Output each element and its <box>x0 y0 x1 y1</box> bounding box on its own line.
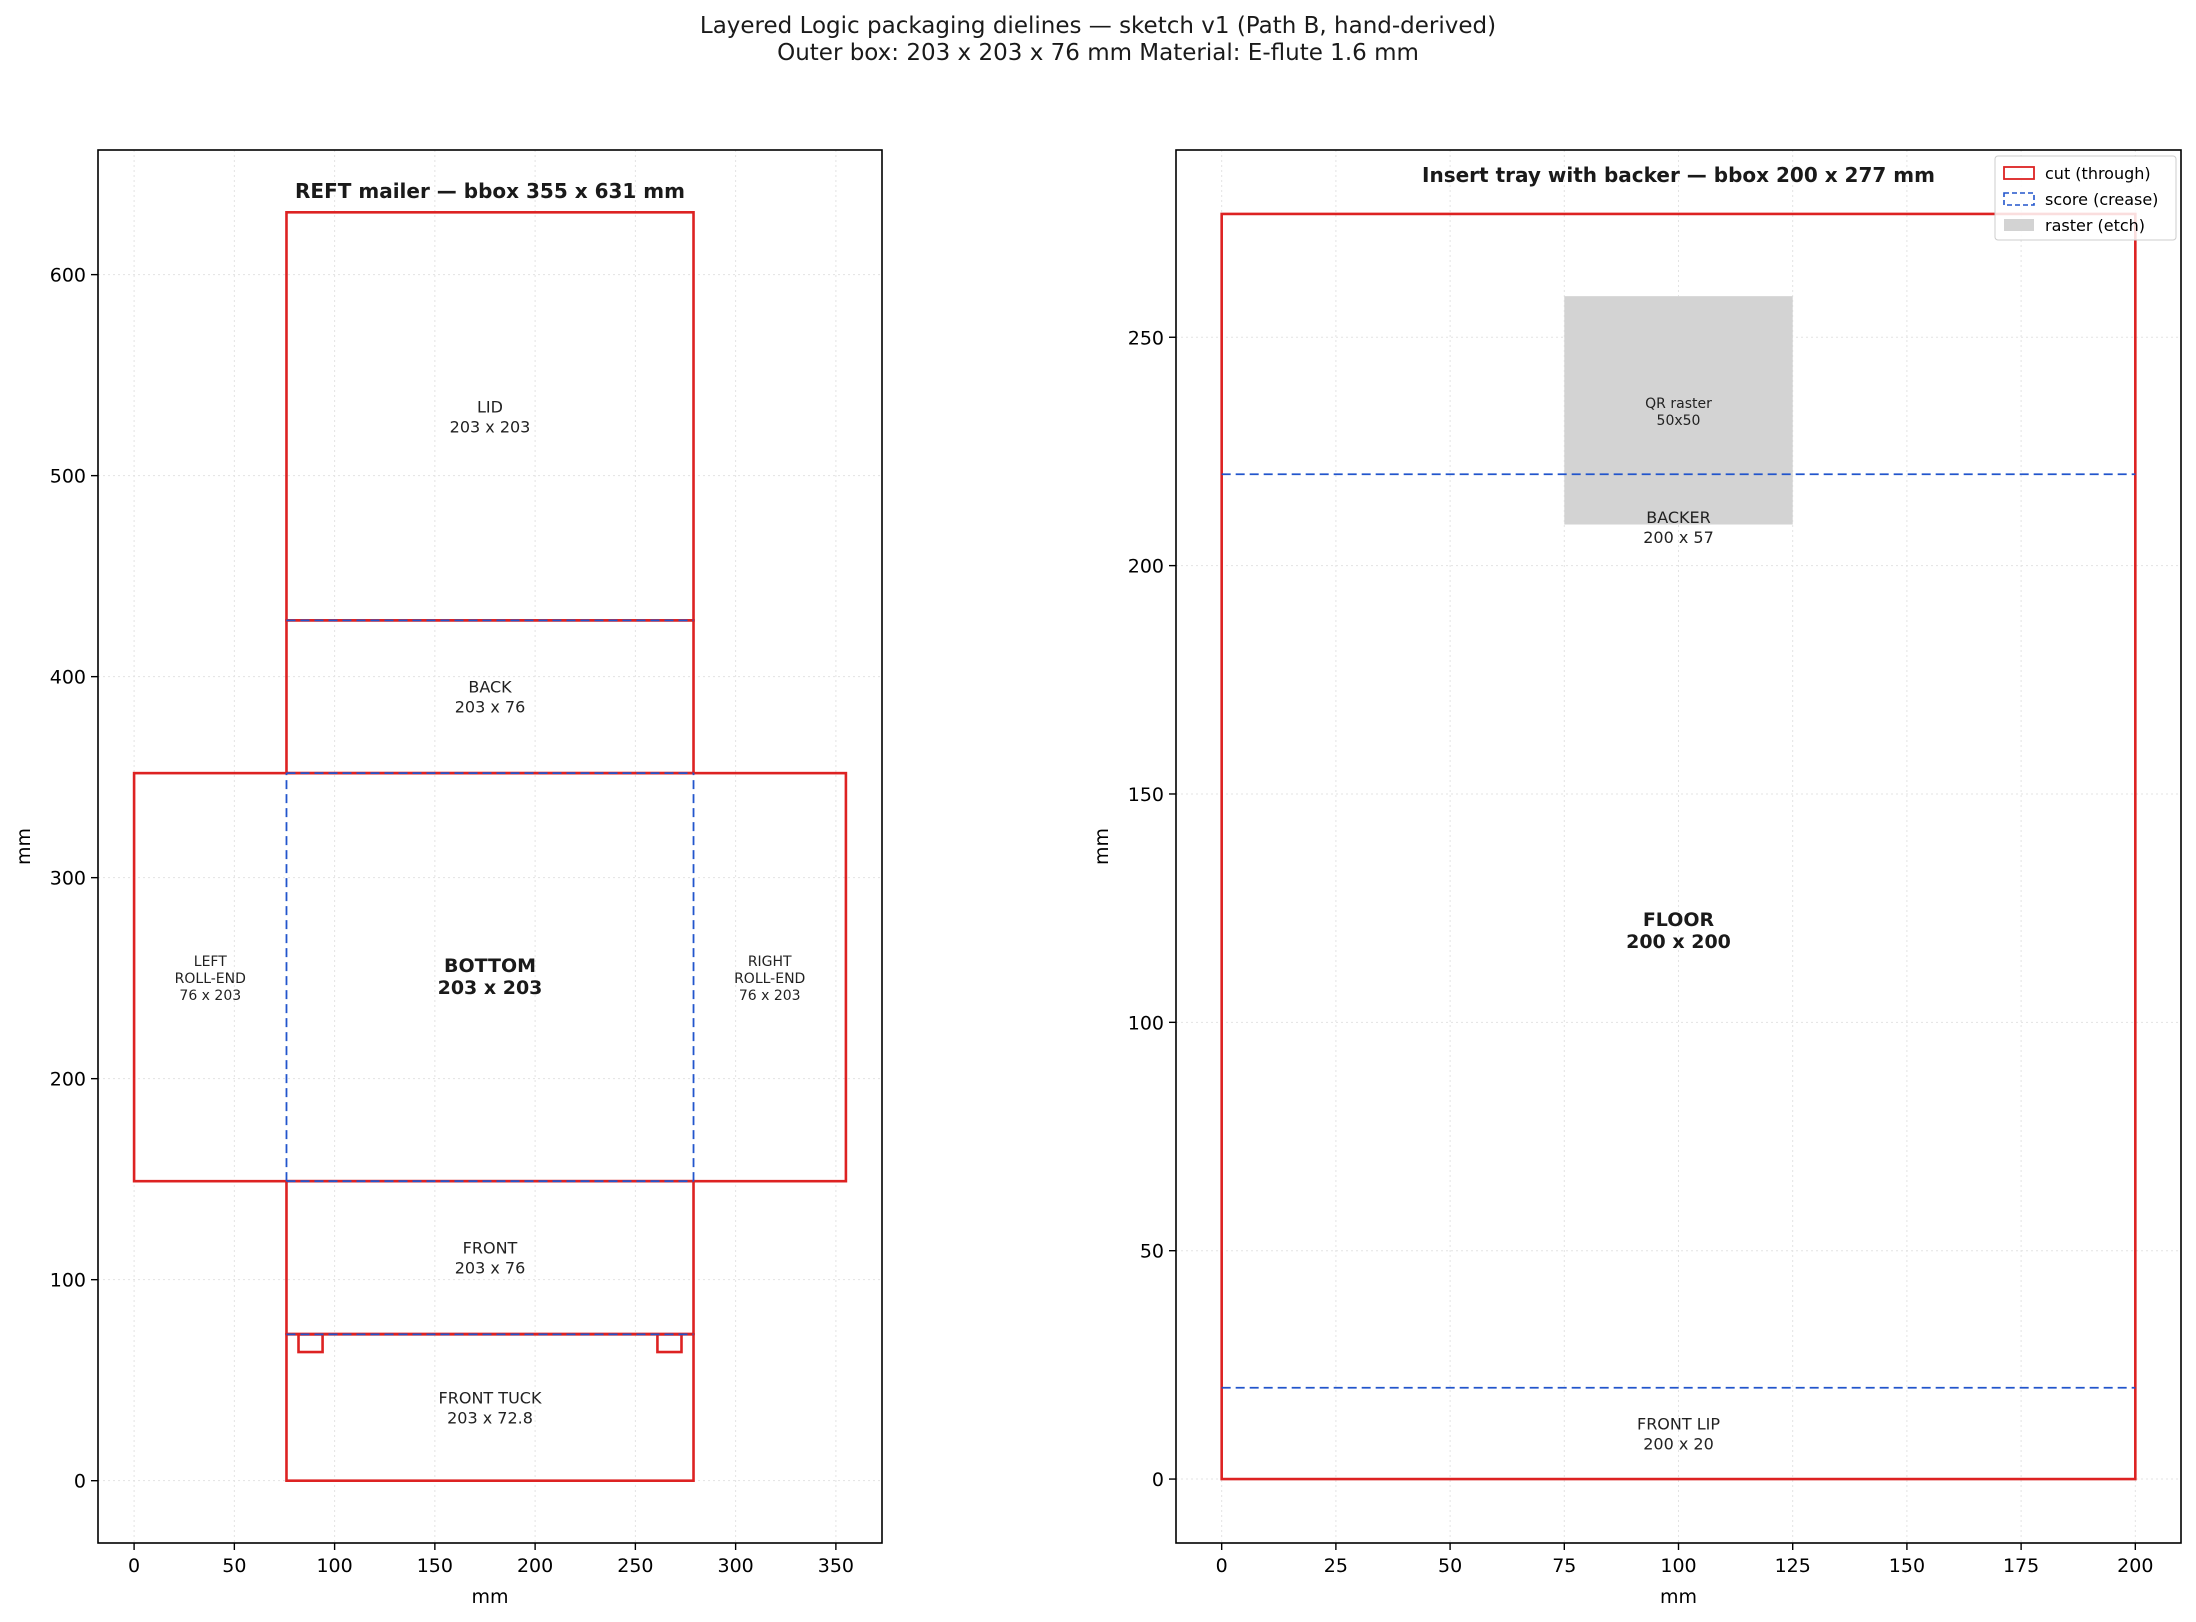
panel1-region-label: 76 x 203 <box>179 988 241 1004</box>
panel1-y-tick-label: 300 <box>50 868 86 890</box>
figure-title-line-2: Outer box: 203 x 203 x 76 mm Material: E… <box>777 40 1419 66</box>
panel2-y-tick-label: 200 <box>1128 556 1164 578</box>
panel2-x-tick-label: 75 <box>1552 1555 1576 1577</box>
panel2-x-tick-label: 25 <box>1324 1555 1348 1577</box>
panel1-x-tick-label: 250 <box>617 1555 653 1577</box>
panel1-region-label: ROLL-END <box>175 971 246 987</box>
panel2-x-tick-label: 0 <box>1216 1555 1228 1577</box>
panel1-tuck-tab <box>297 1333 324 1354</box>
panel1-x-tick-label: 50 <box>222 1555 246 1577</box>
panel2-x-tick-label: 200 <box>2117 1555 2153 1577</box>
panel1-region-label: FRONT <box>463 1239 518 1258</box>
panel1-region-label: 76 x 203 <box>739 988 801 1004</box>
panel2-y-tick-label: 0 <box>1152 1469 1164 1491</box>
legend-cut-swatch <box>2003 166 2035 180</box>
panel2-y-tick-label: 250 <box>1128 327 1164 349</box>
panel1-x-tick-label: 100 <box>316 1555 352 1577</box>
legend: cut (through) score (crease) raster (etch) <box>1994 155 2177 241</box>
panel1-x-tick-label: 0 <box>128 1555 140 1577</box>
panel1-y-tick-label: 100 <box>50 1270 86 1292</box>
legend-entry-label: score (crease) <box>2045 190 2158 209</box>
panel1-region-label: 203 x 76 <box>455 1259 526 1278</box>
panel1-region-label: FRONT TUCK <box>439 1389 542 1408</box>
panel1-x-tick-label: 300 <box>717 1555 753 1577</box>
panel1-y-tick-label: 0 <box>74 1471 86 1493</box>
legend-raster-swatch <box>2004 219 2034 231</box>
panel2-x-tick-label: 50 <box>1438 1555 1462 1577</box>
panel1-y-tick-label: 200 <box>50 1069 86 1091</box>
panel1-y-axis-label: mm <box>13 828 35 865</box>
panel1-region-label: RIGHT <box>748 954 792 970</box>
panel1-region-label: 203 x 72.8 <box>447 1409 533 1428</box>
panel2-y-tick-label: 50 <box>1140 1241 1164 1263</box>
panel2-region-label: 200 x 57 <box>1643 528 1714 547</box>
panel2-y-tick-label: 100 <box>1128 1012 1164 1034</box>
panel2-region-label: BACKER <box>1646 508 1711 527</box>
panel1-region-label: BACK <box>468 678 512 697</box>
panel2-raster-region <box>1564 296 1793 525</box>
panel1-title: REFT mailer — bbox 355 x 631 mm <box>295 179 685 203</box>
panel2-region-label: 200 x 200 <box>1626 931 1731 953</box>
panel2-y-tick-label: 150 <box>1128 784 1164 806</box>
panel2-cut-outline <box>1220 212 2137 1481</box>
panel2-x-tick-label: 125 <box>1775 1555 1811 1577</box>
panel2-x-tick-label: 100 <box>1660 1555 1696 1577</box>
panel2-region-label: 200 x 20 <box>1643 1434 1714 1453</box>
legend-entry-label: raster (etch) <box>2045 216 2145 235</box>
panel2-region-label: QR raster <box>1645 396 1712 412</box>
legend-score-swatch <box>2003 192 2035 206</box>
panel1-x-tick-label: 350 <box>818 1555 854 1577</box>
panel2-x-tick-label: 150 <box>1889 1555 1925 1577</box>
panel1-y-tick-label: 500 <box>50 466 86 488</box>
panel2-region-label: FRONT LIP <box>1637 1414 1720 1433</box>
panel1-x-tick-label: 150 <box>417 1555 453 1577</box>
panel1-region-label: LEFT <box>194 954 227 970</box>
panel1-region-label: ROLL-END <box>734 971 805 987</box>
panel1-axes-frame <box>97 149 883 1544</box>
panel2-region-label: 50x50 <box>1657 413 1701 429</box>
panel2-x-axis-label: mm <box>1660 1586 1697 1608</box>
panel1-region-label: 203 x 203 <box>438 977 543 999</box>
panel1-region-label: BOTTOM <box>444 955 536 977</box>
panel1-x-tick-label: 200 <box>517 1555 553 1577</box>
legend-entry-label: cut (through) <box>2045 164 2151 183</box>
figure-title-line-1: Layered Logic packaging dielines — sketc… <box>699 13 1497 39</box>
panel1-region-label: 203 x 76 <box>455 698 526 717</box>
panel1-region-label: LID <box>477 397 503 416</box>
panel2-x-tick-label: 175 <box>2003 1555 2039 1577</box>
panel2-y-axis-label: mm <box>1091 828 1113 865</box>
panel1-tuck-tab <box>656 1333 683 1354</box>
panel2-title: Insert tray with backer — bbox 200 x 277… <box>1422 163 1935 187</box>
panel1-region-label: 203 x 203 <box>450 417 531 436</box>
legend-box <box>1994 155 2177 241</box>
panel2-region-label: FLOOR <box>1643 909 1715 931</box>
panel1-y-tick-label: 400 <box>50 667 86 689</box>
panel1-x-axis-label: mm <box>471 1586 508 1608</box>
panel1-y-tick-label: 600 <box>50 265 86 287</box>
